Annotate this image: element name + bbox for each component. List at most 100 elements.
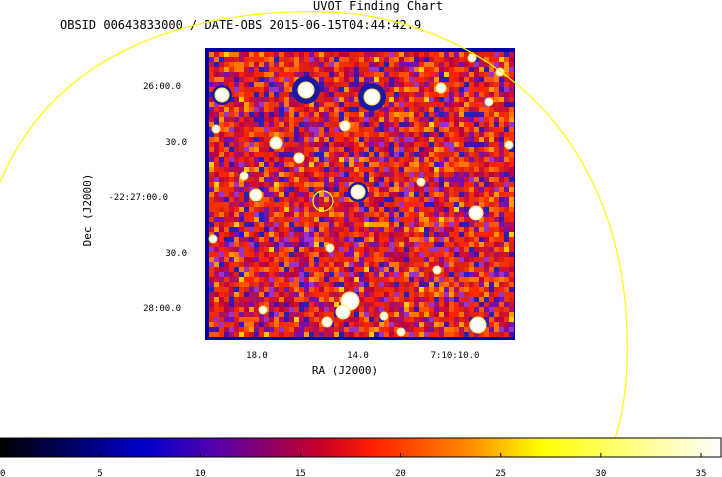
image-pixel [219,172,224,177]
image-pixel [389,97,394,102]
image-pixel [404,62,409,67]
image-pixel [509,232,514,237]
image-pixel [309,107,314,112]
image-pixel [464,192,469,197]
image-pixel [269,217,274,222]
image-pixel [259,187,264,192]
image-pixel [424,307,429,312]
image-pixel [469,192,474,197]
image-pixel [344,112,349,117]
image-pixel [219,72,224,77]
image-pixel [489,227,494,232]
image-pixel [399,52,404,57]
star-source [260,307,266,313]
image-pixel [229,267,234,272]
image-pixel [509,127,514,132]
image-pixel [274,162,279,167]
image-pixel [454,262,459,267]
image-pixel [454,157,459,162]
image-pixel [234,152,239,157]
image-pixel [499,132,504,137]
image-pixel [409,317,414,322]
image-pixel [399,177,404,182]
image-pixel [414,107,419,112]
image-pixel [324,157,329,162]
image-pixel [474,312,479,317]
image-pixel [504,82,509,87]
image-pixel [294,212,299,217]
image-pixel [414,72,419,77]
image-pixel [424,92,429,97]
image-pixel [229,157,234,162]
image-pixel [344,157,349,162]
image-pixel [289,167,294,172]
image-pixel [474,182,479,187]
image-pixel [409,127,414,132]
image-pixel [494,272,499,277]
image-pixel [424,212,429,217]
image-pixel [464,247,469,252]
image-pixel [229,327,234,332]
image-pixel [229,222,234,227]
image-pixel [464,332,469,337]
image-pixel [229,297,234,302]
image-pixel [299,237,304,242]
image-pixel [434,112,439,117]
image-pixel [489,322,494,327]
star-source [213,126,219,132]
image-pixel [369,122,374,127]
image-pixel [419,297,424,302]
image-pixel [364,157,369,162]
image-pixel [364,282,369,287]
image-pixel [299,257,304,262]
image-pixel [319,327,324,332]
image-pixel [434,317,439,322]
image-pixel [289,192,294,197]
image-pixel [309,277,314,282]
image-pixel [259,167,264,172]
image-pixel [414,247,419,252]
image-pixel [299,112,304,117]
image-pixel [454,242,459,247]
image-pixel [379,332,384,337]
image-pixel [294,322,299,327]
image-pixel [499,177,504,182]
image-pixel [509,267,514,272]
image-pixel [489,307,494,312]
image-pixel [394,92,399,97]
image-pixel [319,287,324,292]
image-pixel [379,202,384,207]
image-pixel [284,137,289,142]
image-pixel [344,92,349,97]
colorbar-tick-label: 0 [0,469,5,477]
image-pixel [434,117,439,122]
image-pixel [259,262,264,267]
image-pixel [254,262,259,267]
star-source [342,293,358,309]
image-pixel [229,287,234,292]
image-pixel [279,67,284,72]
image-pixel [474,287,479,292]
image-pixel [414,307,419,312]
image-pixel [479,227,484,232]
image-pixel [379,152,384,157]
image-pixel [239,292,244,297]
image-pixel [394,132,399,137]
image-pixel [264,197,269,202]
image-pixel [229,232,234,237]
image-pixel [334,87,339,92]
image-pixel [414,102,419,107]
image-pixel [484,67,489,72]
image-pixel [249,277,254,282]
image-pixel [454,117,459,122]
image-pixel [419,107,424,112]
image-pixel [489,132,494,137]
image-pixel [239,147,244,152]
image-pixel [349,277,354,282]
image-pixel [364,152,369,157]
image-pixel [409,237,414,242]
image-pixel [319,312,324,317]
image-pixel [379,72,384,77]
image-pixel [409,167,414,172]
image-pixel [389,147,394,152]
